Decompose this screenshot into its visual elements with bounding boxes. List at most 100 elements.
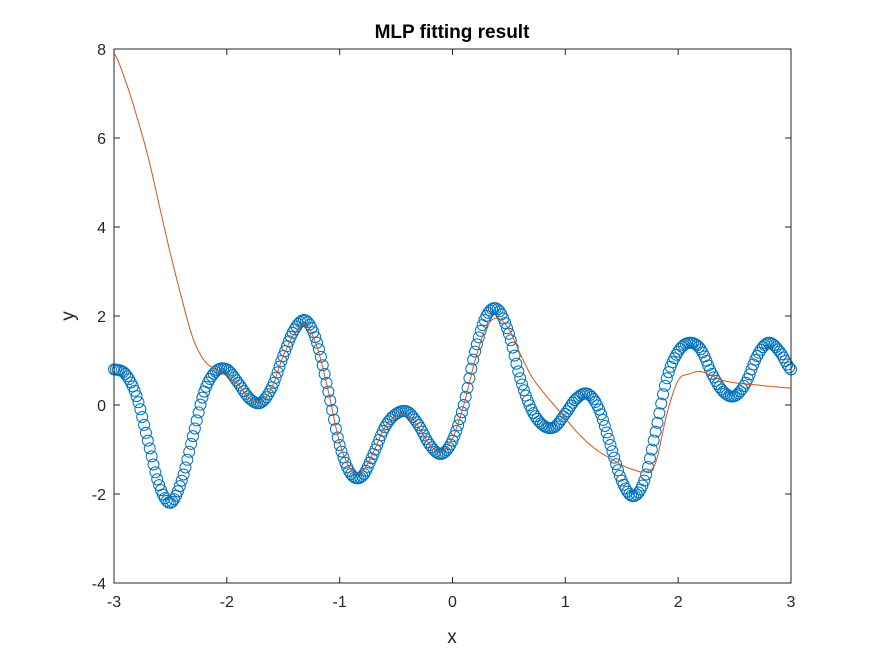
scatter-point xyxy=(783,361,796,374)
scatter-point xyxy=(472,331,485,344)
scatter-point xyxy=(751,350,764,363)
scatter-point xyxy=(647,434,660,447)
scatter-point xyxy=(450,425,463,438)
scatter-point xyxy=(610,458,623,471)
scatter-point xyxy=(143,442,156,455)
scatter-point xyxy=(587,393,600,406)
scatter-point xyxy=(145,450,158,463)
scatter-point xyxy=(504,334,517,347)
scatter-point xyxy=(267,376,280,389)
scatter-point xyxy=(269,371,282,384)
scatter-point xyxy=(640,468,653,481)
scatter-point xyxy=(196,391,209,404)
x-tick-label: -2 xyxy=(220,594,234,611)
scatter-point xyxy=(271,366,284,379)
scatter-point xyxy=(192,406,205,419)
y-tick-label: 2 xyxy=(97,309,106,326)
scatter-point xyxy=(130,390,143,403)
scatter-point xyxy=(517,384,530,397)
scatter-point xyxy=(455,406,468,419)
scatter-point xyxy=(318,368,331,381)
scatter-point xyxy=(514,372,527,385)
scatter-point xyxy=(262,388,275,401)
scatter-point xyxy=(123,373,136,386)
chart-title: MLP fitting result xyxy=(375,22,530,43)
plot-area xyxy=(114,49,791,583)
scatter-point xyxy=(602,432,615,445)
scatter-point xyxy=(314,350,327,363)
fit-line xyxy=(113,53,792,475)
scatter-point xyxy=(420,432,433,445)
y-tick-label: 4 xyxy=(97,220,106,237)
scatter-point xyxy=(181,453,194,466)
x-tick-label: 0 xyxy=(448,594,457,611)
scatter-point xyxy=(604,439,617,452)
scatter-point xyxy=(316,359,329,372)
scatter-point xyxy=(260,391,273,404)
scatter-point xyxy=(649,425,662,438)
scatter-point xyxy=(508,349,521,362)
scatter-point xyxy=(660,372,673,385)
scatter-point xyxy=(179,461,192,474)
scatter-point xyxy=(457,399,470,411)
x-tick-label: 2 xyxy=(674,594,683,611)
scatter-point xyxy=(149,466,162,479)
x-tick-label: 1 xyxy=(561,594,570,611)
scatter-point xyxy=(333,439,346,452)
scatter-point xyxy=(186,430,199,443)
scatter-point xyxy=(499,317,512,329)
scatter-point xyxy=(632,486,645,499)
scatter-point xyxy=(536,419,549,432)
scatter-point xyxy=(600,426,613,439)
scatter-point xyxy=(185,437,198,450)
scatter-point xyxy=(467,353,480,366)
x-tick-label: -3 xyxy=(107,594,121,611)
scatter-point xyxy=(645,443,658,456)
scatter-point xyxy=(527,407,540,420)
scatter-point xyxy=(611,464,624,477)
scatter-point xyxy=(506,341,519,354)
scatter-point xyxy=(177,468,190,481)
scatter-point xyxy=(194,398,207,411)
scatter-point xyxy=(173,480,186,493)
scatter-point xyxy=(410,416,423,429)
scatter-point xyxy=(773,345,786,358)
scatter-point xyxy=(474,324,487,337)
scatter-point xyxy=(694,343,707,356)
scatter-point xyxy=(709,374,722,387)
scatter-point xyxy=(320,376,333,389)
scatter-point xyxy=(412,419,425,432)
scatter-point xyxy=(461,381,474,394)
scatter-point xyxy=(606,445,619,458)
scatter-point xyxy=(636,479,649,492)
scatter-point xyxy=(139,426,152,439)
scatter-point xyxy=(322,385,335,398)
scatter-point xyxy=(512,365,525,378)
scatter-point xyxy=(459,390,472,403)
scatter-point xyxy=(653,407,666,420)
scatter-point xyxy=(335,445,348,458)
scatter-point xyxy=(128,384,141,397)
scatter-point xyxy=(670,348,683,361)
scatter-point xyxy=(659,379,671,392)
scatter-point xyxy=(190,414,203,427)
scatter-point xyxy=(188,422,201,435)
scatter-point xyxy=(643,452,656,465)
scatter-point xyxy=(484,304,497,317)
scatter-point xyxy=(209,365,222,378)
y-tick-label: 0 xyxy=(97,398,106,415)
scatter-point xyxy=(454,413,467,426)
scatter-point xyxy=(448,430,461,443)
scatter-point xyxy=(286,326,299,339)
scatter-point xyxy=(651,416,664,429)
scatter-point xyxy=(326,404,339,417)
scatter-point xyxy=(331,431,344,444)
y-axis-label: y xyxy=(58,311,79,321)
scatter-point xyxy=(171,485,184,498)
scatter-point xyxy=(470,338,483,351)
scatter-point xyxy=(737,379,750,392)
scatter-point xyxy=(138,418,151,431)
scatter-point xyxy=(655,397,668,410)
scatter-point xyxy=(151,473,164,486)
